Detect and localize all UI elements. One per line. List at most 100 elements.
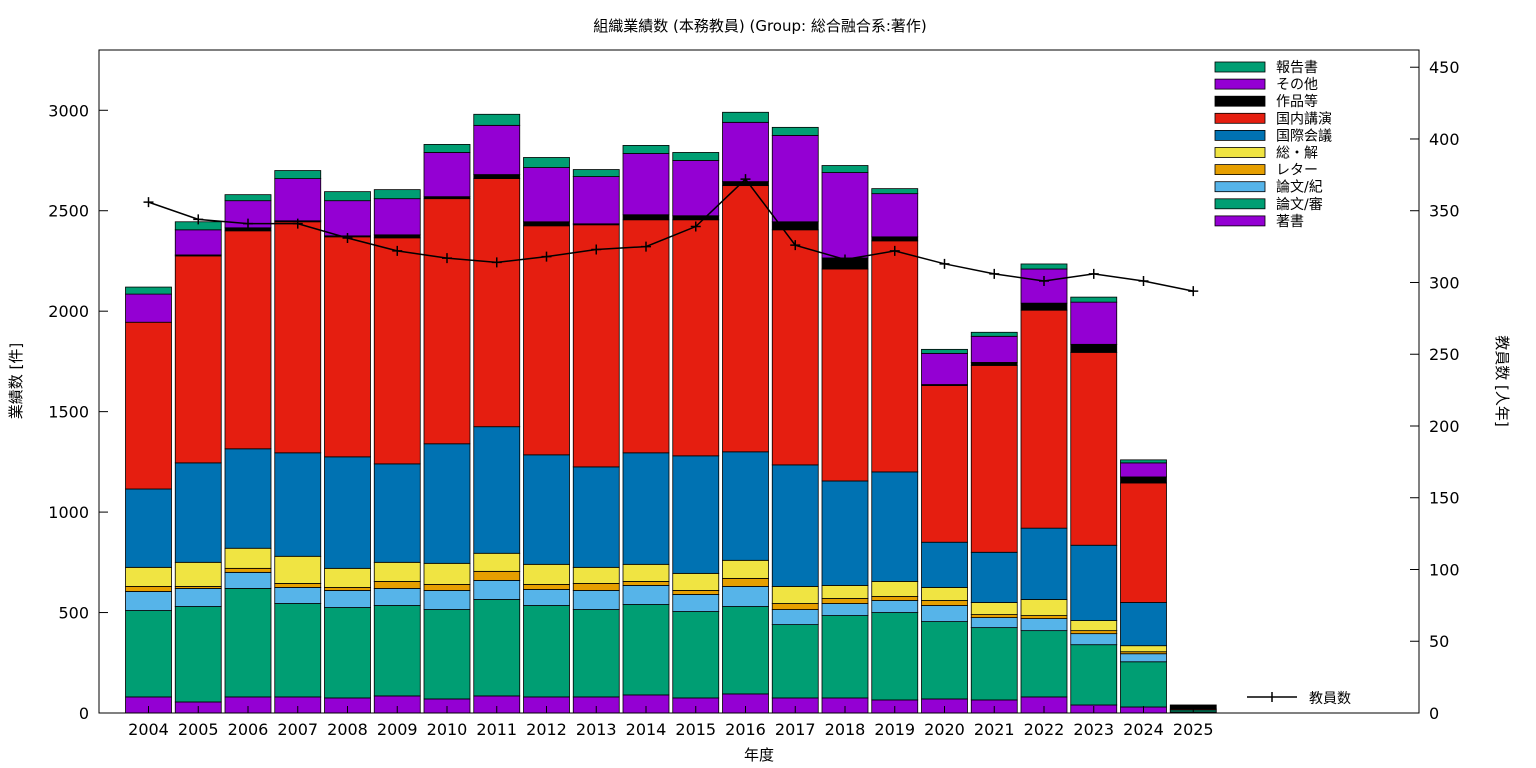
y2-tick-label: 200 — [1429, 417, 1460, 436]
bar-2009-s2 — [373, 588, 421, 606]
line-series-faculty — [148, 178, 1194, 292]
bar-2015-s2 — [672, 594, 720, 612]
bar-2006-s3 — [224, 567, 272, 573]
line-layer — [143, 174, 1199, 297]
y-tick-label: 2500 — [48, 202, 89, 221]
bar-2015-s6 — [672, 219, 720, 457]
bar-2012-s1 — [523, 605, 570, 698]
y2-axis-ticks: 0 50 100 150 200 250 300 350 400 450 — [1410, 58, 1460, 723]
bar-2016-s1 — [722, 606, 769, 695]
bar-2014-s8 — [622, 153, 670, 216]
bar-2024-s7 — [1120, 476, 1167, 484]
x-tick-label: 2018 — [825, 720, 866, 739]
bar-2017-s3 — [771, 603, 819, 610]
bar-2017-s5 — [771, 464, 819, 587]
bar-2022-s8 — [1020, 268, 1068, 304]
bar-2018-s4 — [821, 585, 869, 599]
bar-2014-s9 — [622, 145, 670, 154]
legend-label: 国際会議 — [1276, 127, 1332, 144]
bar-2023-s4 — [1070, 620, 1118, 632]
y-tick-label: 0 — [79, 704, 89, 723]
bar-2012-s9 — [523, 157, 570, 168]
legend-swatch — [1214, 95, 1266, 107]
y-axis-ticks: 0 500 1000 1500 2000 2500 3000 — [48, 101, 108, 723]
bar-2021-s4 — [970, 602, 1018, 615]
bar-2015-s1 — [672, 611, 720, 699]
y-tick-label: 500 — [58, 604, 89, 623]
bar-2021-s7 — [970, 362, 1018, 366]
bar-2010-s9 — [423, 144, 471, 153]
line-point-2013 — [591, 244, 602, 255]
bar-2011-s3 — [473, 570, 521, 581]
legend-swatch — [1214, 78, 1266, 90]
bar-2011-s8 — [473, 124, 521, 175]
y2-axis-label: 教員数 [人年] — [1493, 335, 1511, 426]
bar-2007-s4 — [274, 555, 322, 584]
bar-2014-s6 — [622, 219, 670, 454]
bar-2004-s1 — [125, 610, 172, 698]
legend-swatch — [1214, 181, 1266, 193]
bar-2020-s6 — [921, 385, 968, 543]
bar-2016-s3 — [722, 577, 769, 587]
x-tick-label: 2010 — [427, 720, 468, 739]
x-tick-label: 2007 — [277, 720, 318, 739]
bar-2018-s2 — [821, 603, 869, 616]
bar-2011-s4 — [473, 552, 521, 572]
bar-2012-s4 — [523, 563, 570, 585]
line-point-2008 — [342, 232, 353, 243]
legend-swatch — [1214, 112, 1266, 124]
bar-2015-s7 — [672, 215, 720, 221]
bar-2024-s5 — [1120, 602, 1167, 647]
bar-2021-s8 — [970, 335, 1018, 363]
bar-2006-s1 — [224, 588, 272, 698]
bar-2024-s8 — [1120, 462, 1167, 478]
legend-swatch — [1214, 164, 1266, 176]
chart-title: 組織業績数 (本務教員) (Group: 総合融合系:著作) — [593, 17, 927, 35]
legend-swatch — [1214, 215, 1266, 227]
x-tick-label: 2006 — [228, 720, 269, 739]
bar-2009-s7 — [373, 234, 421, 239]
bar-2020-s5 — [921, 541, 968, 588]
bar-2016-s6 — [722, 185, 769, 453]
bar-2010-s6 — [423, 198, 471, 445]
y2-tick-label: 450 — [1429, 58, 1460, 77]
bar-2024-s1 — [1120, 661, 1167, 708]
bar-2019-s4 — [871, 581, 919, 597]
line-point-2005 — [193, 214, 204, 225]
bar-2004-s2 — [125, 591, 172, 611]
legend-swatch — [1214, 147, 1266, 158]
bar-2011-s6 — [473, 178, 521, 428]
line-point-2020 — [939, 258, 950, 269]
bar-2023-s8 — [1070, 301, 1118, 345]
bar-2005-s2 — [174, 588, 222, 607]
bar-2013-s3 — [572, 583, 620, 591]
bar-2023-s7 — [1070, 343, 1118, 353]
y-tick-label: 1000 — [48, 503, 89, 522]
bar-2020-s9 — [921, 348, 968, 354]
bar-2008-s8 — [324, 200, 371, 237]
line-point-2019 — [889, 245, 900, 256]
bar-2019-s3 — [871, 596, 919, 601]
bar-2020-s4 — [921, 587, 968, 601]
bar-2007-s5 — [274, 452, 322, 557]
bar-2024-s2 — [1120, 653, 1167, 663]
bar-2012-s6 — [523, 225, 570, 456]
bar-2024-s9 — [1120, 459, 1167, 464]
x-tick-label: 2024 — [1123, 720, 1164, 739]
bar-2008-s1 — [324, 607, 371, 699]
legend-label: 著書 — [1276, 214, 1304, 230]
line-point-2022 — [1039, 276, 1049, 287]
line-point-2018 — [840, 254, 850, 265]
bar-2019-s9 — [871, 188, 919, 195]
bar-2020-s3 — [921, 600, 968, 606]
bar-2013-s6 — [572, 224, 620, 468]
bar-2018-s3 — [821, 598, 869, 604]
bar-2024-s6 — [1120, 482, 1167, 603]
bar-2006-s2 — [224, 571, 272, 589]
x-axis-ticks: 2004 2005 2006 2007 2008 2009 2010 2011 2012 2013… — [128, 706, 1214, 739]
bar-2009-s1 — [373, 605, 421, 697]
bar-2022-s9 — [1020, 263, 1068, 270]
bar-2011-s5 — [473, 426, 521, 554]
